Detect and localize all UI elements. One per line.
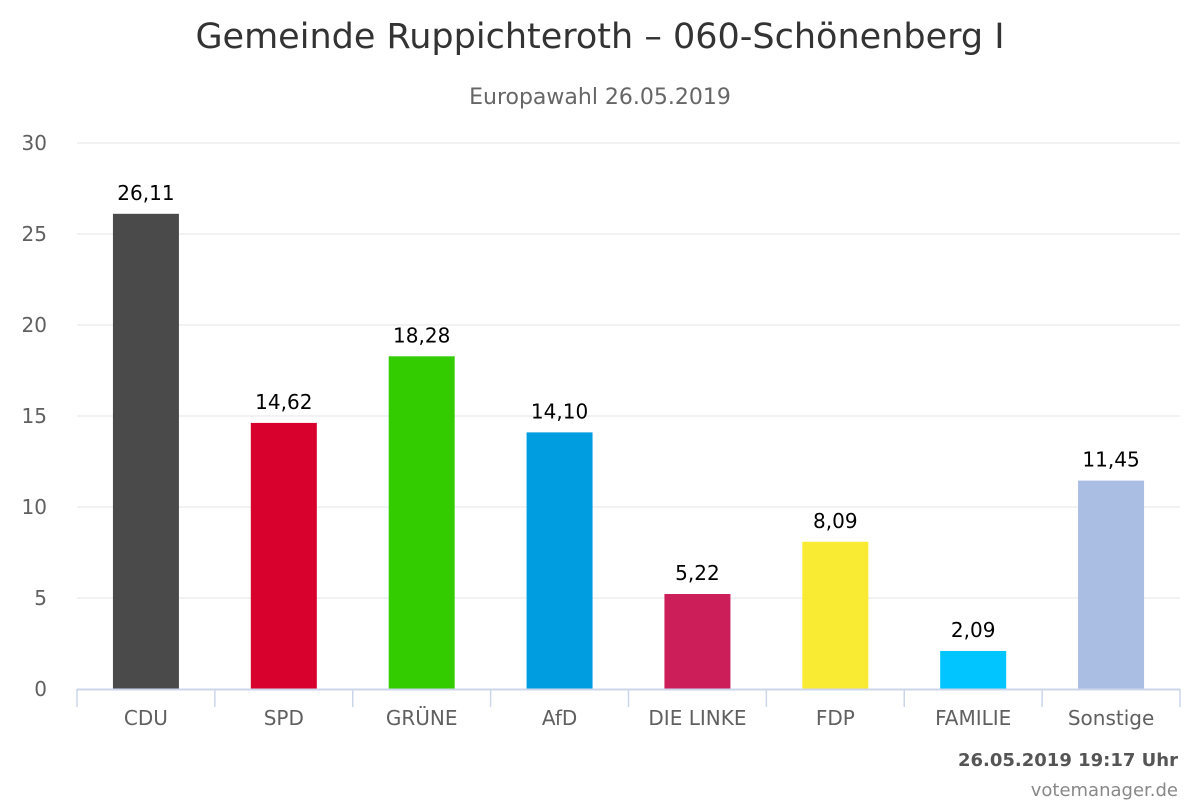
chart-subtitle: Europawahl 26.05.2019 xyxy=(469,85,731,110)
y-tick-label: 10 xyxy=(22,495,47,519)
y-tick-label: 20 xyxy=(22,313,47,337)
y-axis: 0 5 10 15 20 25 30 xyxy=(22,131,47,701)
bar-cdu[interactable] xyxy=(112,213,179,689)
x-tick-label: GRÜNE xyxy=(386,706,458,730)
data-label: 14,62 xyxy=(255,390,312,414)
bar-sonstige[interactable] xyxy=(1078,480,1145,689)
gridlines xyxy=(77,142,1180,599)
bar-familie[interactable] xyxy=(940,650,1007,689)
data-label: 2,09 xyxy=(951,618,996,642)
y-tick-label: 30 xyxy=(22,131,47,155)
x-tick-label: CDU xyxy=(124,706,168,730)
bar-afd[interactable] xyxy=(526,432,593,689)
x-tick-label: DIE LINKE xyxy=(648,706,746,730)
x-axis: CDU SPD GRÜNE AfD DIE LINKE FDP FAMILIE Sonstig… xyxy=(76,688,1181,730)
data-label: 8,09 xyxy=(813,509,858,533)
timestamp-text: 26.05.2019 19:17 Uhr xyxy=(958,750,1178,771)
data-labels: 26,11 14,62 18,28 14,10 5,22 8,09 2,09 11,45 xyxy=(117,181,1139,642)
bar-spd[interactable] xyxy=(250,422,317,689)
y-tick-label: 25 xyxy=(22,222,47,246)
data-label: 5,22 xyxy=(675,561,720,585)
data-label: 26,11 xyxy=(117,181,174,205)
y-tick-label: 5 xyxy=(34,586,47,610)
credit-link[interactable]: votemanager.de xyxy=(1031,780,1178,800)
bar-grüne[interactable] xyxy=(388,356,455,689)
chart-title: Gemeinde Ruppichteroth – 060-Schönenberg… xyxy=(195,17,1004,57)
x-tick-label: FAMILIE xyxy=(935,706,1011,730)
y-tick-label: 15 xyxy=(22,404,47,428)
bar-fdp[interactable] xyxy=(802,541,869,689)
x-tick-label: FDP xyxy=(816,706,855,730)
data-label: 18,28 xyxy=(393,323,450,347)
y-tick-label: 0 xyxy=(34,677,47,701)
data-label: 11,45 xyxy=(1082,448,1139,472)
x-tick-label: AfD xyxy=(542,706,577,730)
bars xyxy=(112,213,1145,689)
x-tick-label: Sonstige xyxy=(1068,706,1154,730)
data-label: 14,10 xyxy=(531,399,588,423)
x-tick-label: SPD xyxy=(264,706,304,730)
bar-die-linke[interactable] xyxy=(664,593,731,689)
